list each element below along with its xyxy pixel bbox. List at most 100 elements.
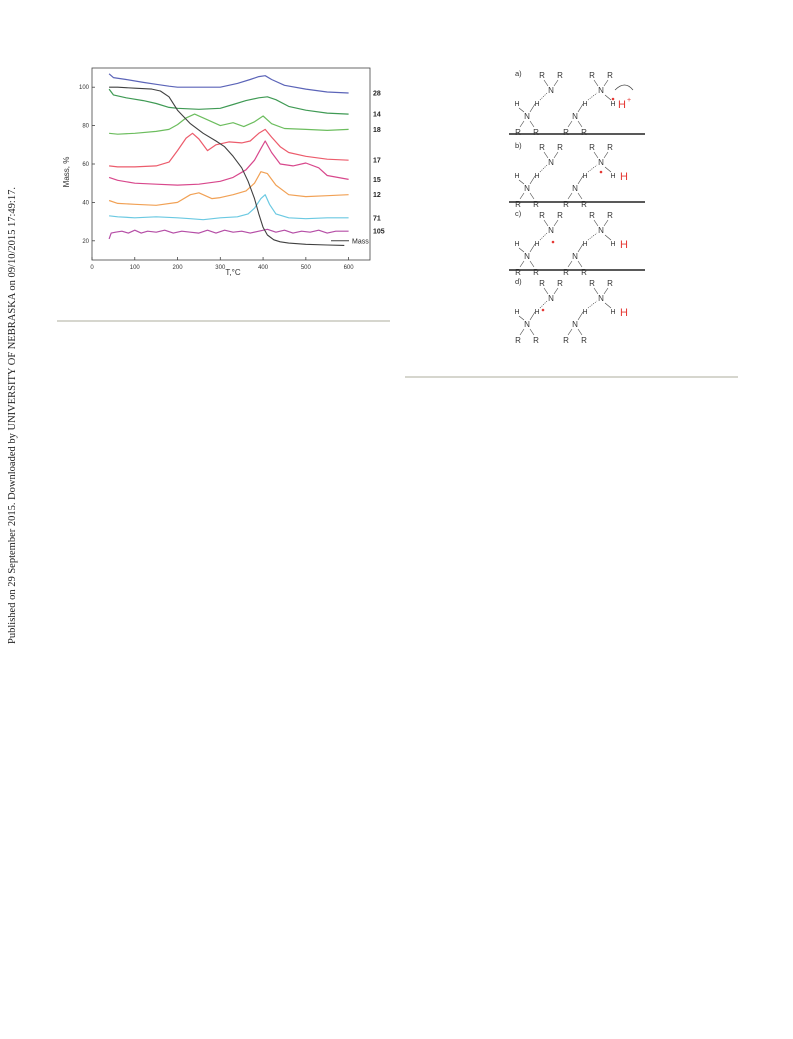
bond	[577, 328, 583, 336]
bond	[553, 219, 559, 227]
nitrogen-atom: N	[524, 184, 530, 193]
bond	[604, 302, 612, 309]
bond	[543, 287, 549, 295]
chart-axes: 0 100 200 300 400 500 600 20 40 60 80 100	[79, 67, 371, 271]
x-tick-label: 100	[130, 265, 141, 271]
proton-transfer-scheme: a)NR RNR RNR RNR RH HH H H +b)NR RNR RNR RNR RH HH H Hc…	[509, 69, 645, 345]
figure-divider-left	[57, 320, 390, 322]
bond	[603, 219, 609, 227]
nitrogen-atom: N	[598, 294, 604, 303]
download-notice: Published on 29 September 2015. Download…	[2, 180, 22, 650]
bond	[593, 287, 599, 295]
bond	[603, 151, 609, 159]
r-group: R	[557, 71, 563, 80]
y-axis-label: Mass, %	[62, 157, 71, 188]
hydrogen-bond	[587, 92, 598, 101]
bond	[543, 151, 549, 159]
bond	[519, 192, 525, 200]
figure-divider-right	[405, 376, 738, 378]
nitrogen-atom: N	[548, 294, 554, 303]
bond	[529, 120, 535, 128]
nitrogen-atom: N	[572, 112, 578, 121]
series-label-17: 17	[373, 158, 381, 165]
hydrogen-bond	[539, 300, 548, 309]
series-line-18	[109, 113, 349, 135]
bond	[577, 192, 583, 200]
chart-series-labels: 28 14 18 17 15 12 71 105 Mass	[331, 90, 385, 245]
bond	[593, 79, 599, 87]
panel-label: a)	[515, 69, 522, 78]
series-line-71	[109, 194, 349, 221]
r-group: R	[557, 211, 563, 220]
hydrogen-atom: H	[514, 101, 519, 108]
y-tick-label: 60	[82, 162, 89, 168]
r-group: R	[539, 71, 545, 80]
x-axis-label: T,°C	[225, 268, 240, 277]
bond	[567, 120, 573, 128]
charge-marker	[541, 308, 545, 312]
r-group: R	[563, 268, 569, 277]
bond	[529, 328, 535, 336]
nitrogen-atom: N	[548, 158, 554, 167]
x-tick-label: 400	[258, 265, 269, 271]
x-tick-label: 300	[215, 265, 226, 271]
bond	[577, 103, 584, 113]
bond	[604, 234, 612, 241]
r-group: R	[589, 71, 595, 80]
series-line-12	[108, 171, 349, 206]
charge-marker	[611, 97, 615, 101]
series-line-mass	[109, 86, 345, 246]
bond	[543, 219, 549, 227]
r-group: R	[515, 128, 521, 137]
nitrogen-atom: N	[572, 252, 578, 261]
r-group: R	[533, 200, 539, 209]
bond	[567, 260, 573, 268]
y-tick-label: 20	[82, 239, 89, 245]
r-group: R	[533, 336, 539, 345]
hydrogen-atom: H	[582, 309, 587, 316]
bond	[603, 79, 609, 87]
x-tick-label: 0	[90, 265, 94, 271]
r-group: R	[607, 71, 613, 80]
hydrogen-bond	[587, 164, 598, 173]
bond	[567, 328, 573, 336]
bond	[604, 94, 612, 101]
hydrogen-atom: H	[514, 309, 519, 316]
bond	[577, 243, 584, 253]
r-group: R	[539, 211, 545, 220]
r-group: R	[581, 336, 587, 345]
charge-marker	[599, 170, 603, 174]
nitrogen-atom: N	[598, 226, 604, 235]
r-group: R	[581, 268, 587, 277]
hydrogen-atom: H	[514, 241, 519, 248]
bond	[519, 120, 525, 128]
scheme-panel-4: d)NR RNR RNR RNR RH HH H H	[514, 277, 628, 345]
hydrogen-atom: H	[610, 173, 615, 180]
bond	[518, 315, 525, 321]
x-tick-label: 500	[301, 265, 312, 271]
panel-label: c)	[515, 209, 522, 218]
nitrogen-atom: N	[572, 184, 578, 193]
bond	[529, 192, 535, 200]
bond	[518, 107, 525, 113]
nitrogen-atom: N	[548, 226, 554, 235]
scheme-panel-2: b)NR RNR RNR RNR RH HH H H	[514, 141, 628, 209]
nitrogen-atom: N	[598, 158, 604, 167]
series-label-105: 105	[373, 229, 385, 236]
bond	[603, 287, 609, 295]
r-group: R	[607, 279, 613, 288]
r-group: R	[581, 200, 587, 209]
series-label-14: 14	[373, 112, 381, 119]
bond	[577, 175, 584, 185]
bond	[518, 247, 525, 253]
bond	[529, 260, 535, 268]
r-group: R	[515, 336, 521, 345]
series-line-15	[108, 140, 349, 186]
charge-marker	[551, 240, 555, 244]
panel-label: d)	[515, 277, 522, 286]
bond	[577, 260, 583, 268]
x-tick-label: 600	[344, 265, 355, 271]
y-tick-label: 80	[82, 124, 89, 130]
hydrogen-bond	[539, 164, 548, 173]
bond	[519, 328, 525, 336]
